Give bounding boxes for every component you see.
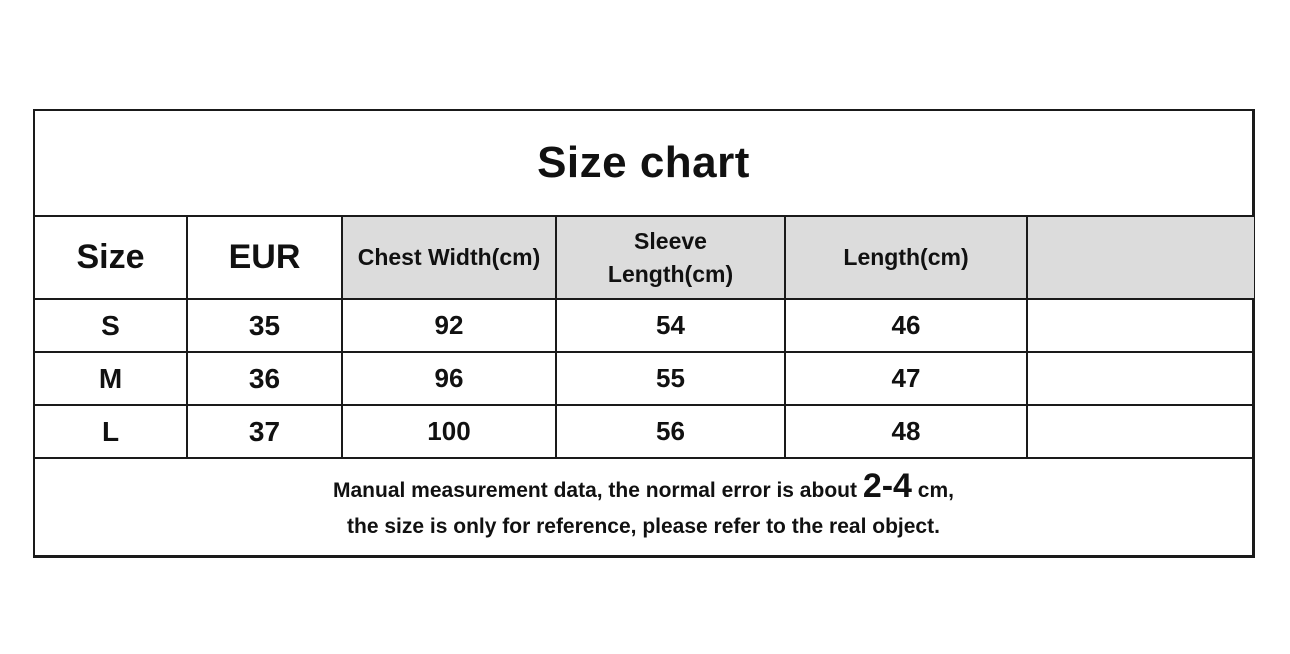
chart-title: Size chart	[537, 138, 750, 187]
header-extra	[1026, 217, 1254, 300]
note-line1-unit: cm,	[911, 478, 954, 502]
cell-chest: 100	[341, 404, 557, 459]
cell-sleeve: 54	[555, 298, 786, 353]
header-sleeve-length: Sleeve Length(cm)	[555, 217, 786, 300]
cell-sleeve: 55	[555, 351, 786, 406]
table-row: L 37 100 56 48	[35, 404, 1254, 459]
cell-length: 47	[784, 351, 1028, 406]
cell-chest: 92	[341, 298, 557, 353]
cell-extra	[1026, 298, 1254, 353]
note-line2: the size is only for reference, please r…	[347, 514, 940, 538]
note-line1-text: Manual measurement data, the normal erro…	[333, 478, 863, 502]
title-row: Size chart	[35, 111, 1252, 217]
cell-size: M	[35, 351, 188, 406]
cell-eur: 37	[186, 404, 343, 459]
cell-eur: 36	[186, 351, 343, 406]
header-size: Size	[35, 217, 188, 300]
cell-length: 48	[784, 404, 1028, 459]
cell-extra	[1026, 351, 1254, 406]
size-table: Size EUR Chest Width(cm) Sleeve Length(c…	[35, 217, 1254, 459]
header-length: Length(cm)	[784, 217, 1028, 300]
measurement-note: Manual measurement data, the normal erro…	[35, 457, 1252, 555]
note-line1: Manual measurement data, the normal erro…	[333, 468, 954, 509]
cell-size: L	[35, 404, 188, 459]
cell-extra	[1026, 404, 1254, 459]
header-sleeve-line1: Sleeve	[634, 227, 707, 254]
header-sleeve-line2: Length(cm)	[607, 260, 734, 287]
size-chart: Size chart Size EUR Chest Width(cm) Slee…	[33, 109, 1255, 558]
header-chest-width: Chest Width(cm)	[341, 217, 557, 300]
note-error-range: 2-4	[862, 466, 912, 505]
cell-sleeve: 56	[555, 404, 786, 459]
cell-length: 46	[784, 298, 1028, 353]
table-row: M 36 96 55 47	[35, 351, 1254, 406]
header-eur: EUR	[186, 217, 343, 300]
cell-size: S	[35, 298, 188, 353]
header-row: Size EUR Chest Width(cm) Sleeve Length(c…	[35, 217, 1254, 300]
cell-eur: 35	[186, 298, 343, 353]
table-row: S 35 92 54 46	[35, 298, 1254, 353]
cell-chest: 96	[341, 351, 557, 406]
